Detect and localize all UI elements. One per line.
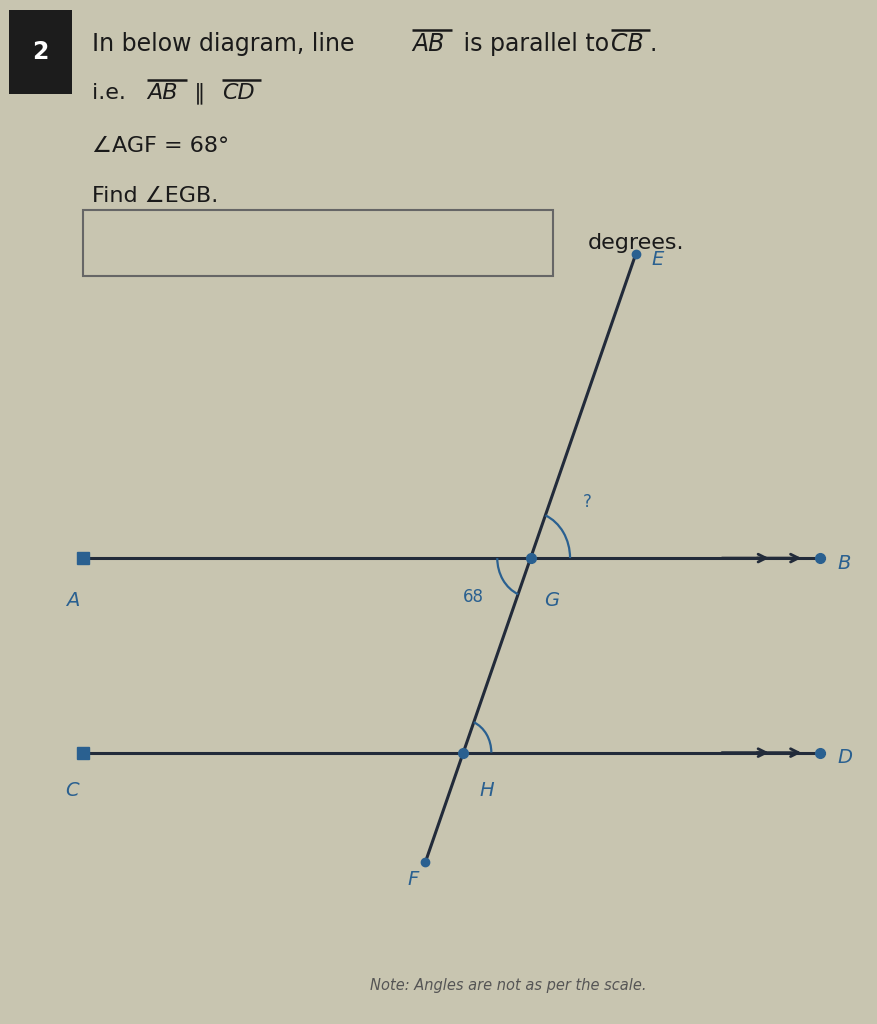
Text: .: . (650, 32, 657, 56)
Text: Find ∠EGB.: Find ∠EGB. (92, 185, 218, 206)
Text: F: F (407, 870, 418, 889)
Text: Note: Angles are not as per the scale.: Note: Angles are not as per the scale. (370, 978, 647, 992)
Text: AB: AB (147, 83, 178, 103)
Text: C: C (65, 781, 79, 801)
Text: ∥: ∥ (187, 82, 212, 104)
Bar (83, 210, 553, 276)
Text: E: E (652, 250, 664, 269)
Bar (9, 10, 72, 94)
Text: H: H (479, 781, 494, 801)
Text: CB: CB (611, 32, 644, 56)
Text: G: G (544, 591, 559, 610)
Text: D: D (838, 749, 852, 767)
Text: A: A (66, 591, 79, 610)
Text: In below diagram, line: In below diagram, line (92, 32, 362, 56)
Text: B: B (838, 554, 851, 572)
Text: AB: AB (412, 32, 445, 56)
Text: ∠AGF = 68°: ∠AGF = 68° (92, 136, 229, 157)
Text: is parallel to: is parallel to (456, 32, 617, 56)
Text: i.e.: i.e. (92, 83, 133, 103)
Text: degrees.: degrees. (588, 233, 684, 253)
Text: 2: 2 (32, 40, 48, 65)
Text: ?: ? (583, 493, 592, 511)
Text: CD: CD (222, 83, 254, 103)
Text: 68: 68 (463, 588, 484, 606)
